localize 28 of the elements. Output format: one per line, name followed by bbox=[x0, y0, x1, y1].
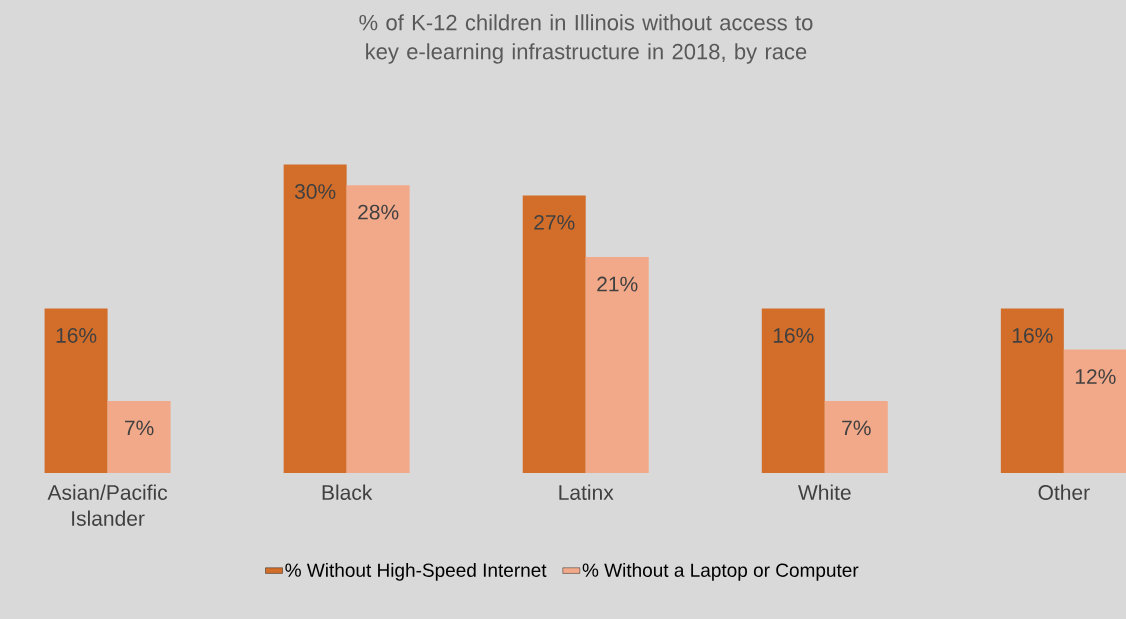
bar bbox=[761, 308, 825, 473]
bar bbox=[107, 401, 171, 473]
data-label: 21% bbox=[597, 276, 638, 292]
data-label: 28% bbox=[358, 204, 399, 220]
bar bbox=[585, 257, 649, 473]
data-label: 7% bbox=[124, 420, 154, 436]
data-label: 30% bbox=[294, 184, 336, 199]
x-tick-label: Latinx bbox=[559, 484, 614, 500]
legend-label: % Without High-Speed Internet bbox=[285, 562, 547, 581]
data-label: 7% bbox=[842, 420, 871, 436]
legend-label: % Without a Laptop or Computer bbox=[582, 562, 859, 581]
data-label: 16% bbox=[56, 328, 97, 343]
bar bbox=[346, 185, 410, 473]
bar bbox=[824, 401, 888, 473]
bar bbox=[283, 164, 347, 473]
bar bbox=[1063, 349, 1126, 473]
bar bbox=[44, 308, 108, 473]
chart-title: % of K-12 children in Illinois without access to key e-learning infrastructure in 2018, by race bbox=[359, 14, 813, 64]
data-label: 16% bbox=[773, 328, 814, 343]
x-tick-label: White bbox=[798, 484, 851, 500]
x-tick-label: Black bbox=[322, 484, 373, 500]
data-label: 12% bbox=[1075, 369, 1116, 384]
x-tick-label: Other bbox=[1038, 484, 1090, 500]
x-tick-label: Asian/Pacific Islander bbox=[47, 484, 168, 526]
data-label: 27% bbox=[534, 214, 575, 230]
bar bbox=[522, 195, 586, 473]
data-label: 16% bbox=[1012, 328, 1053, 343]
bar bbox=[1000, 308, 1064, 473]
